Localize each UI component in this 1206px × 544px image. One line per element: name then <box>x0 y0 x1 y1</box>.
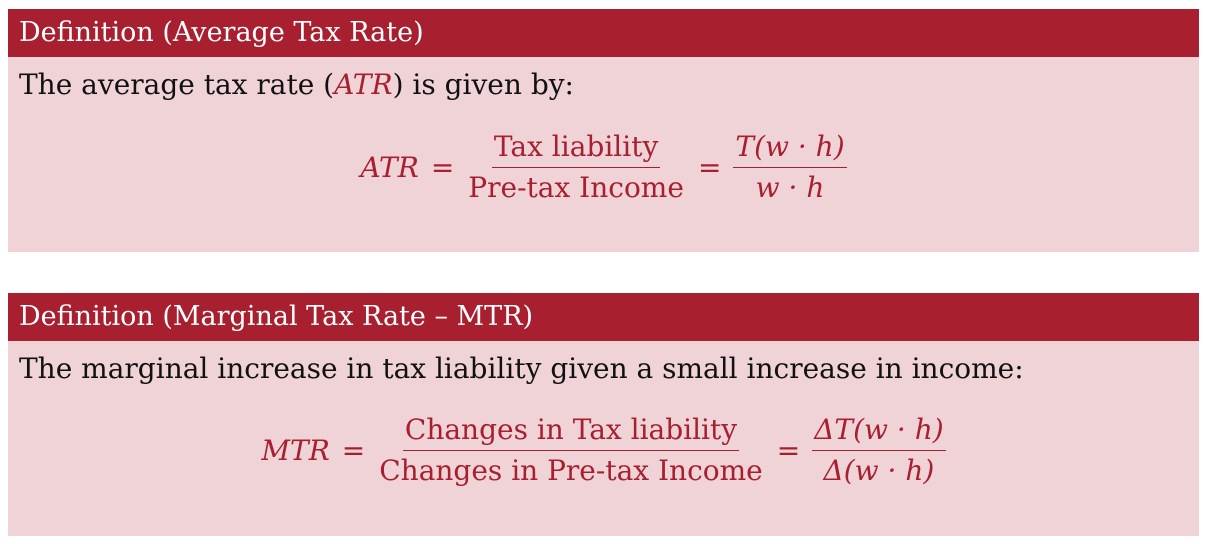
formula-atr-fraction-2: T(w · h) w · h <box>733 130 847 205</box>
definition-text-mtr: The marginal increase in tax liability g… <box>19 352 1024 385</box>
formula-mtr-fraction-2: ΔT(w · h) Δ(w · h) <box>812 413 946 488</box>
formula-atr-equals-1: = <box>430 151 455 184</box>
formula-atr-fraction-1: Tax liability Pre-tax Income <box>466 130 686 205</box>
formula-mtr-equals-2: = <box>776 434 801 467</box>
formula-mtr-equals-1: = <box>341 434 366 467</box>
formula-mtr-fraction-2-denominator: Δ(w · h) <box>823 454 935 487</box>
formula-atr-fraction-2-denominator: w · h <box>755 171 825 204</box>
formula-mtr-fraction-1-denominator: Changes in Pre-tax Income <box>379 454 763 487</box>
formula-atr-equals-2: = <box>697 151 722 184</box>
definition-header-atr: Definition (Average Tax Rate) <box>8 9 1199 57</box>
definition-text-atr-before: The average tax rate ( <box>19 68 335 101</box>
formula-mtr-fraction-1-numerator: Changes in Tax liability <box>402 413 740 451</box>
formula-mtr-fraction-1: Changes in Tax liability Changes in Pre-… <box>377 413 764 488</box>
formula-atr: ATR = Tax liability Pre-tax Income = T(w… <box>8 130 1199 205</box>
definition-text-atr: The average tax rate (ATR) is given by: <box>19 67 574 103</box>
formula-mtr-lhs: MTR <box>261 434 330 467</box>
definition-header-mtr: Definition (Marginal Tax Rate – MTR) <box>8 293 1199 341</box>
definition-block-atr: Definition (Average Tax Rate) The averag… <box>8 9 1199 252</box>
definition-text-atr-var: ATR <box>334 68 393 101</box>
formula-atr-lhs: ATR <box>360 151 419 184</box>
formula-atr-fraction-1-denominator: Pre-tax Income <box>468 171 684 204</box>
formula-atr-fraction-1-numerator: Tax liability <box>491 130 661 168</box>
definition-text-atr-after: ) is given by: <box>392 68 574 101</box>
formula-mtr-fraction-2-numerator: ΔT(w · h) <box>812 413 946 451</box>
formula-atr-fraction-2-numerator: T(w · h) <box>733 130 847 168</box>
definition-block-mtr: Definition (Marginal Tax Rate – MTR) The… <box>8 293 1199 536</box>
formula-mtr: MTR = Changes in Tax liability Changes i… <box>8 413 1199 488</box>
